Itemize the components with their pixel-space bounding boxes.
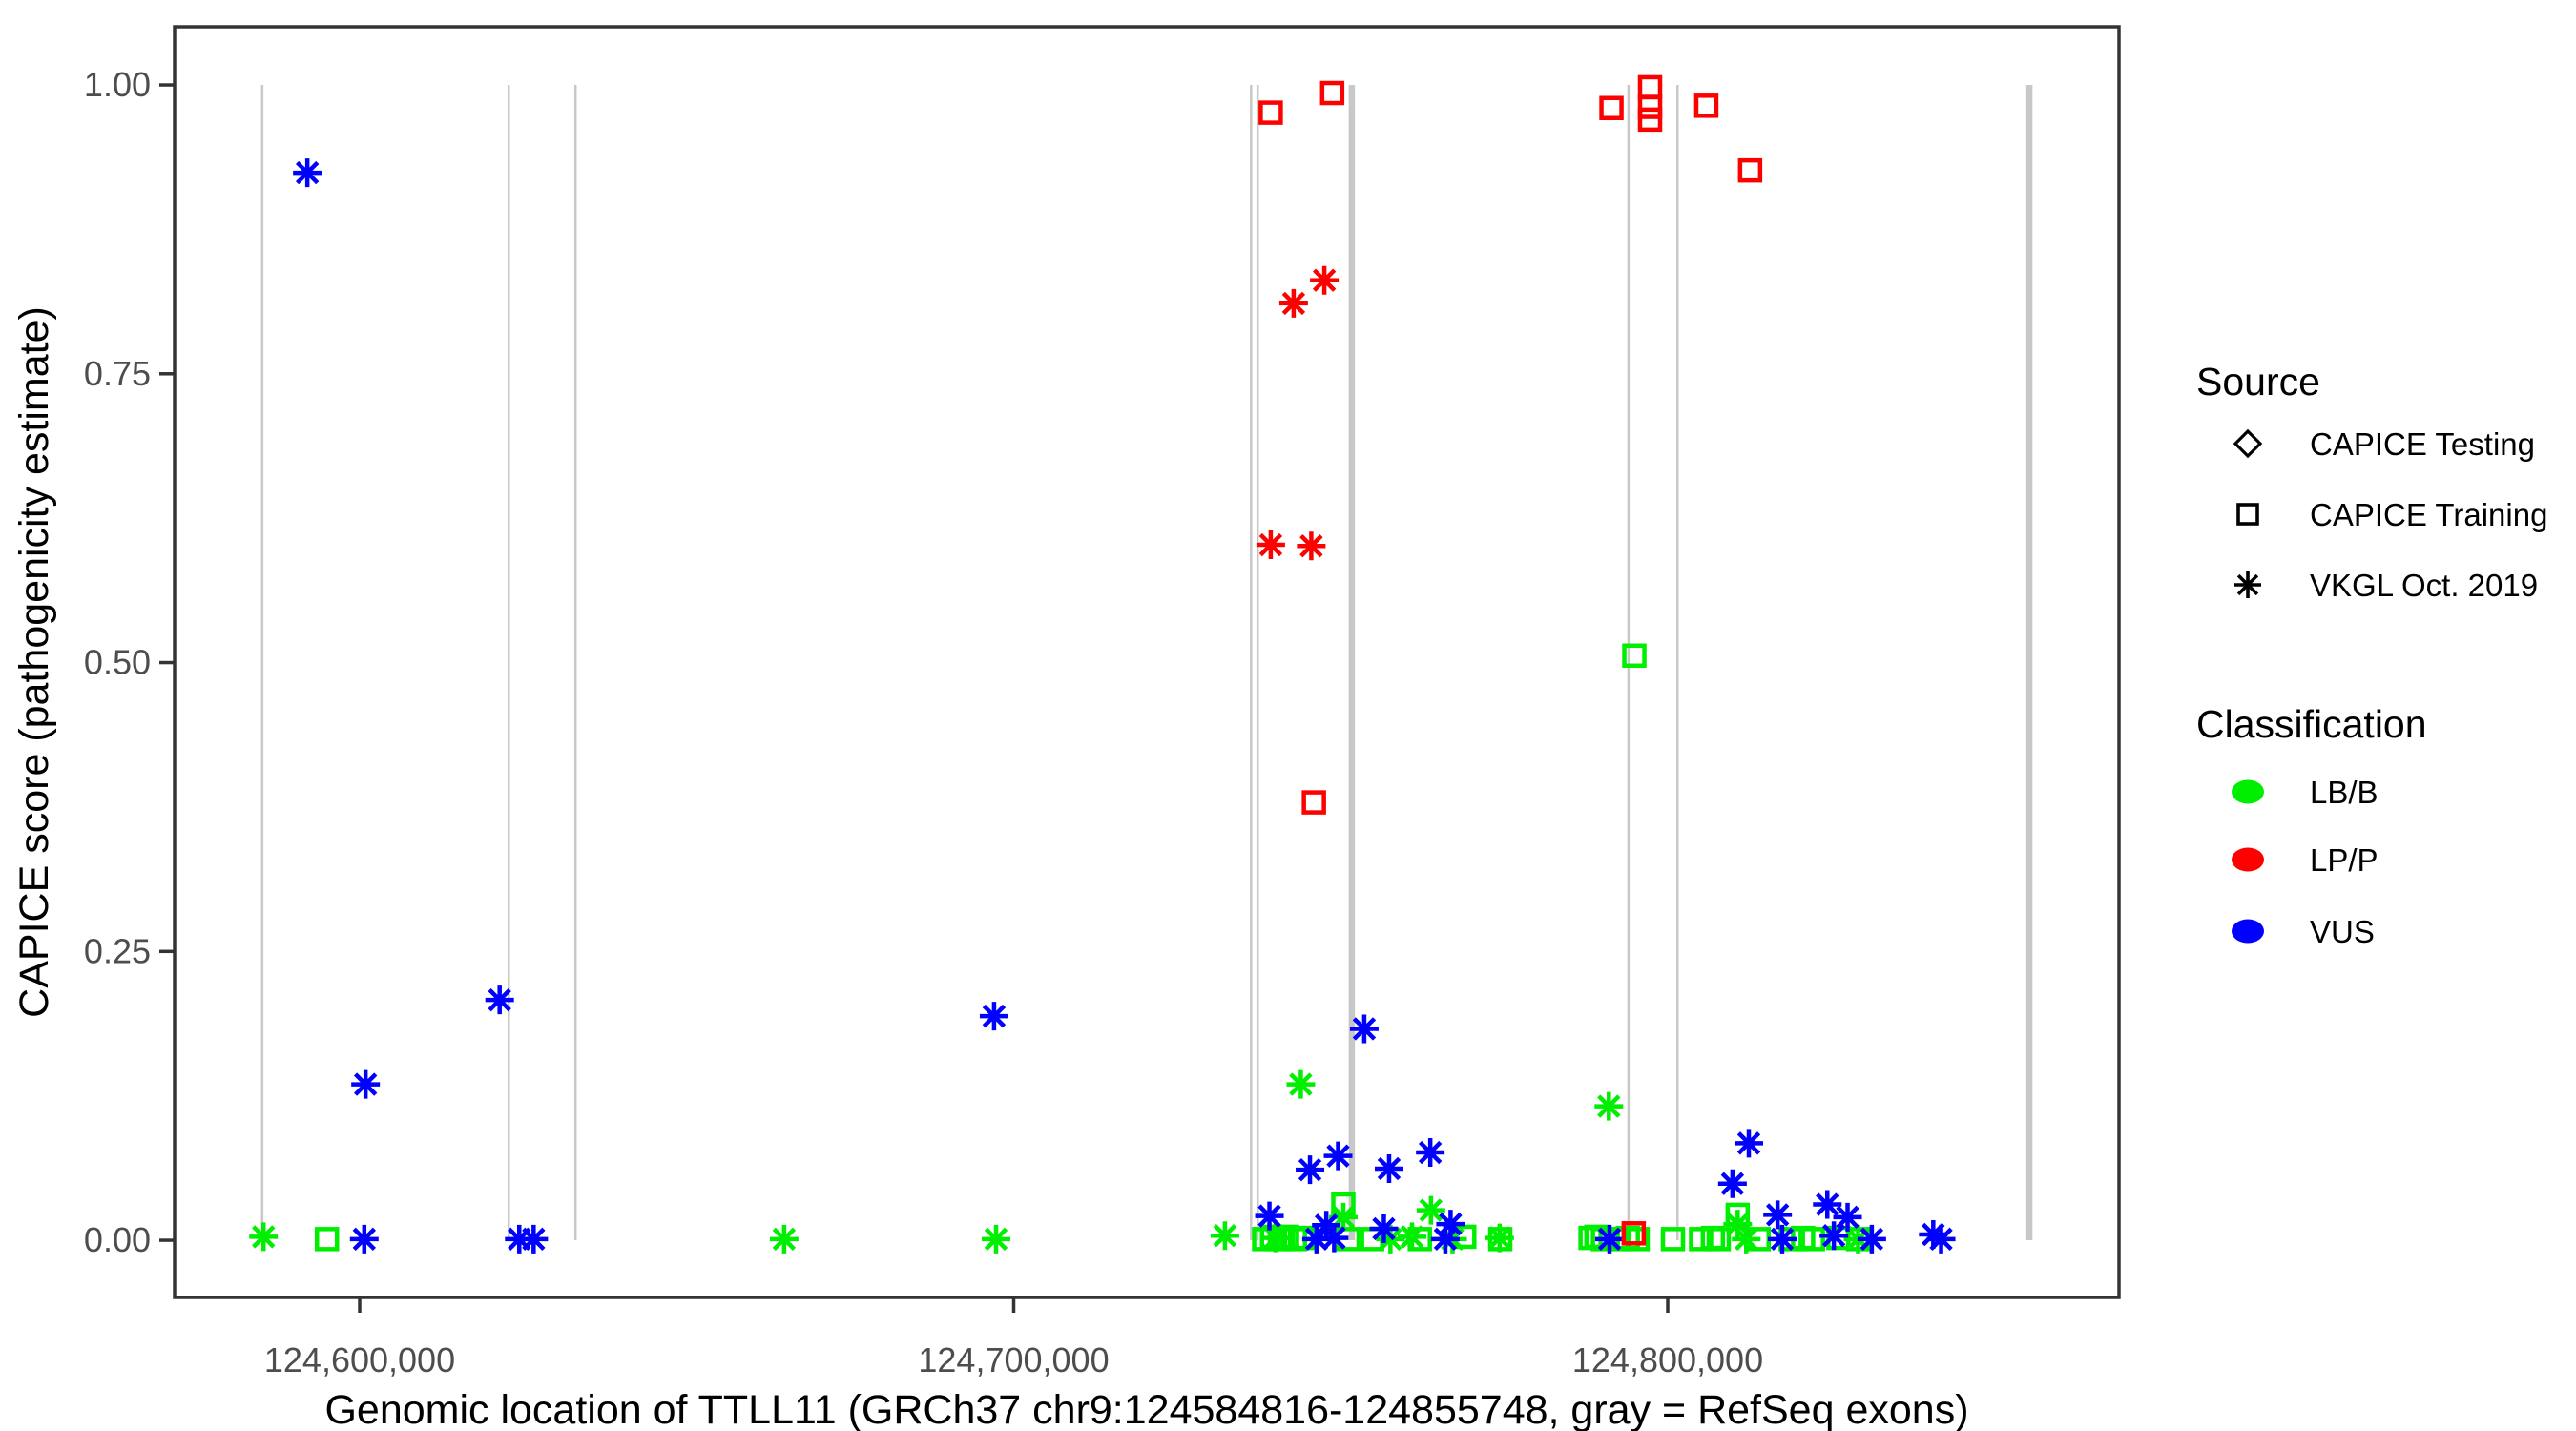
data-point-asterisk <box>1256 530 1285 560</box>
data-point-square <box>1800 1227 1825 1252</box>
data-point-asterisk <box>1819 1221 1849 1251</box>
data-point-asterisk <box>1833 1202 1862 1232</box>
data-point-asterisk <box>1767 1224 1797 1254</box>
data-point-asterisk <box>769 1224 799 1254</box>
data-point-asterisk <box>1926 1224 1956 1254</box>
data-point-asterisk <box>1485 1223 1514 1253</box>
x-tick-label: 124,700,000 <box>918 1340 1109 1379</box>
data-point-square <box>1319 80 1345 106</box>
y-axis-title: CAPICE score (pathogenicity estimate) <box>11 306 57 1018</box>
y-tick-label: 0.00 <box>84 1220 151 1259</box>
y-axis <box>159 83 175 1242</box>
data-point-asterisk <box>1430 1224 1460 1254</box>
legend-classification-title: Classification <box>2196 702 2427 746</box>
data-point-asterisk <box>979 1002 1008 1031</box>
legend-key-dot-icon <box>2232 919 2264 944</box>
y-tick-label: 0.25 <box>84 931 151 970</box>
legend-source-item-label: CAPICE Testing <box>2310 426 2535 462</box>
data-point-asterisk <box>1260 1223 1290 1253</box>
data-point-asterisk <box>1717 1169 1747 1198</box>
data-point-square <box>1660 1227 1686 1252</box>
data-point-square <box>1622 643 1647 669</box>
data-point-asterisk <box>1312 1211 1341 1240</box>
data-point-asterisk <box>519 1224 549 1254</box>
data-point-asterisk <box>1436 1210 1465 1239</box>
plot-panel <box>173 25 2121 1299</box>
data-point-asterisk <box>1310 265 1340 295</box>
data-point-asterisk <box>1255 1201 1284 1231</box>
data-point-asterisk <box>1374 1153 1403 1183</box>
data-point-asterisk <box>1278 288 1308 318</box>
data-point-asterisk <box>1723 1210 1753 1239</box>
data-point-asterisk <box>1735 1129 1764 1158</box>
legend-classification-item-label: LP/P <box>2310 842 2379 878</box>
data-point-asterisk <box>1813 1190 1842 1219</box>
data-point-asterisk <box>1301 1224 1331 1254</box>
legend-classification-item-label: VUS <box>2310 914 2375 949</box>
legend-key-dot-icon <box>2232 847 2264 872</box>
data-point-asterisk <box>349 1224 379 1254</box>
legend-key-dot-icon <box>2232 779 2264 804</box>
legend-key-asterisk-icon <box>2234 571 2261 598</box>
x-axis-title: Genomic location of TTLL11 (GRCh37 chr9:… <box>324 1387 1968 1431</box>
data-point-asterisk <box>1296 1155 1325 1185</box>
legend-key-diamond-icon <box>2233 428 2263 459</box>
refseq-exon-lines <box>260 85 2033 1241</box>
data-point-square <box>1637 107 1663 133</box>
data-point-asterisk <box>1349 1014 1379 1044</box>
data-point-asterisk <box>1319 1223 1349 1253</box>
x-tick-label: 124,800,000 <box>1572 1340 1763 1379</box>
legend <box>2232 428 2264 944</box>
data-point-asterisk <box>1763 1200 1793 1230</box>
data-point-asterisk <box>1732 1224 1761 1254</box>
data-point-asterisk <box>1210 1221 1239 1251</box>
y-tick-label: 0.50 <box>84 643 151 682</box>
data-point-asterisk <box>1369 1213 1399 1243</box>
legend-key-square-icon <box>2236 503 2259 526</box>
data-point-asterisk <box>1376 1224 1405 1254</box>
data-point-square <box>1737 157 1763 183</box>
data-point-asterisk <box>1397 1222 1426 1252</box>
data-point-asterisk <box>1297 531 1326 561</box>
data-point-square <box>1625 1227 1651 1252</box>
data-point-asterisk <box>1416 1138 1445 1168</box>
data-point-square <box>314 1227 340 1252</box>
series-asterisk-LPP <box>1256 265 1340 561</box>
data-point-asterisk <box>485 985 514 1015</box>
series-asterisk-VUS <box>293 158 1956 1254</box>
data-point-square <box>1637 94 1663 119</box>
series-square-LPP <box>1258 74 1763 1246</box>
legend-source-item-label: VKGL Oct. 2019 <box>2310 568 2538 603</box>
data-point-asterisk <box>1328 1202 1358 1232</box>
data-point-square <box>1301 790 1326 815</box>
x-axis <box>358 1297 1670 1313</box>
data-point-square <box>1599 95 1624 121</box>
y-tick-label: 1.00 <box>84 65 151 104</box>
legend-source-title: Source <box>2196 360 2320 404</box>
data-point-asterisk <box>1416 1195 1445 1225</box>
data-point-square <box>1258 100 1283 125</box>
data-point-asterisk <box>1323 1141 1353 1171</box>
data-point-asterisk <box>1594 1091 1624 1121</box>
data-point-asterisk <box>249 1222 279 1252</box>
data-point-asterisk <box>351 1069 381 1099</box>
legend-source-item-label: CAPICE Training <box>2310 497 2547 532</box>
data-point-square <box>1706 1227 1732 1252</box>
data-point-asterisk <box>1286 1069 1316 1099</box>
legend-classification-item-label: LB/B <box>2310 775 2379 810</box>
data-point-asterisk <box>293 158 322 188</box>
x-tick-label: 124,600,000 <box>264 1340 455 1379</box>
data-point-square <box>1621 1221 1647 1246</box>
data-point-square <box>1693 93 1719 118</box>
y-tick-label: 0.75 <box>84 354 151 393</box>
data-point-asterisk <box>1857 1224 1886 1254</box>
data-point-asterisk <box>1919 1220 1948 1249</box>
data-point-asterisk <box>981 1224 1010 1254</box>
data-point-asterisk <box>1594 1224 1624 1254</box>
data-point-asterisk <box>505 1224 534 1254</box>
